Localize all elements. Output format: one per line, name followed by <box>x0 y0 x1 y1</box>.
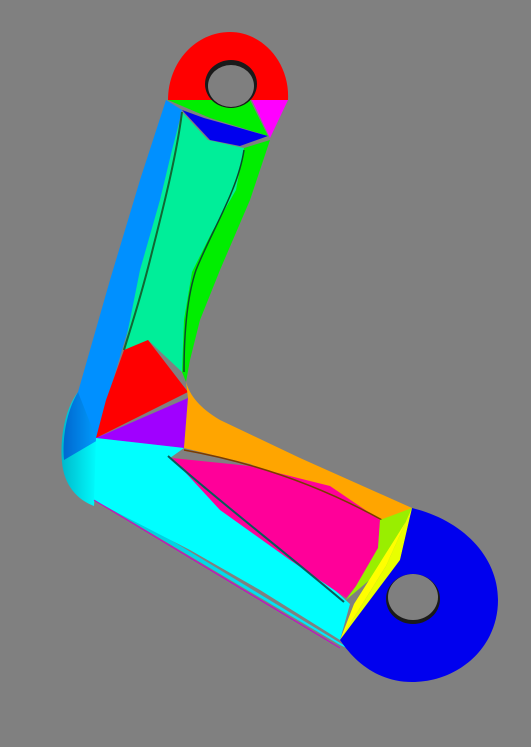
top-hole <box>208 65 254 107</box>
top-blue-wedge <box>182 110 268 146</box>
bottom-arm-orange-face <box>184 382 412 524</box>
bottom-arm-cyan-face <box>94 438 350 640</box>
bottom-pocket-rim-inner <box>183 449 383 521</box>
bottom-arm-yellow-face <box>340 508 412 640</box>
left-arm-pocket-floor <box>124 112 244 372</box>
left-arm-outer-face <box>78 100 182 438</box>
elbow-purple-face <box>96 398 188 448</box>
bottom-arm-green-face <box>346 508 412 600</box>
top-hub-right-face <box>250 96 288 138</box>
bottom-arm-side-wall <box>92 498 355 652</box>
left-pocket-rim-inner <box>183 149 245 373</box>
top-hub-green-triangle <box>168 100 268 136</box>
left-arm-inner-face <box>182 140 270 382</box>
bottom-hole <box>388 574 438 620</box>
bottom-pocket-rim <box>167 455 345 603</box>
elbow-red-face <box>96 340 188 438</box>
bottom-edge-line <box>93 499 341 649</box>
left-pocket-rim <box>123 111 183 351</box>
